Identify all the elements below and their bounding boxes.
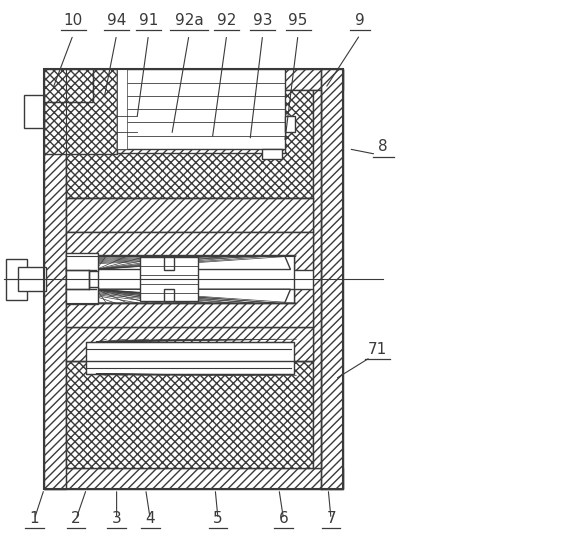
Text: 10: 10 xyxy=(63,13,83,28)
Text: 92a: 92a xyxy=(175,13,203,28)
Bar xyxy=(66,253,98,271)
Polygon shape xyxy=(96,256,290,270)
Text: 95: 95 xyxy=(288,13,308,28)
Text: 8: 8 xyxy=(378,139,388,155)
Bar xyxy=(66,270,89,289)
Bar xyxy=(44,69,343,90)
Text: 71: 71 xyxy=(368,342,387,358)
Bar xyxy=(24,95,44,128)
Bar xyxy=(44,69,94,102)
Bar xyxy=(66,289,313,327)
Bar xyxy=(261,149,282,159)
Bar xyxy=(164,257,174,270)
Text: 92: 92 xyxy=(217,13,236,28)
Text: 2: 2 xyxy=(71,512,81,526)
Text: 91: 91 xyxy=(139,13,158,28)
Bar xyxy=(44,468,343,489)
Bar xyxy=(66,361,313,468)
Bar xyxy=(87,256,294,270)
Text: 1: 1 xyxy=(30,512,39,526)
Bar xyxy=(66,232,313,270)
Bar xyxy=(285,116,295,133)
Bar xyxy=(87,289,294,303)
Bar xyxy=(140,257,198,301)
Bar xyxy=(66,267,98,292)
Bar xyxy=(117,144,285,153)
Bar xyxy=(66,198,313,232)
Bar xyxy=(87,342,294,374)
Bar xyxy=(117,69,285,149)
Text: 7: 7 xyxy=(327,512,336,526)
Text: 6: 6 xyxy=(279,512,288,526)
Bar xyxy=(44,69,117,155)
Bar xyxy=(87,255,294,303)
Text: 4: 4 xyxy=(145,512,155,526)
Bar xyxy=(321,69,343,489)
Text: 3: 3 xyxy=(112,512,121,526)
Text: 94: 94 xyxy=(107,13,126,28)
Bar xyxy=(18,267,46,292)
Bar xyxy=(66,327,313,361)
Text: 93: 93 xyxy=(253,13,272,28)
Bar xyxy=(6,258,27,300)
Text: 9: 9 xyxy=(355,13,365,28)
Bar xyxy=(66,90,313,198)
Bar xyxy=(44,69,343,489)
Bar xyxy=(117,69,127,149)
Bar xyxy=(44,69,66,489)
Polygon shape xyxy=(96,289,290,303)
Bar xyxy=(66,287,98,304)
Text: 5: 5 xyxy=(213,512,223,526)
Bar xyxy=(313,90,321,468)
Bar xyxy=(164,289,174,301)
